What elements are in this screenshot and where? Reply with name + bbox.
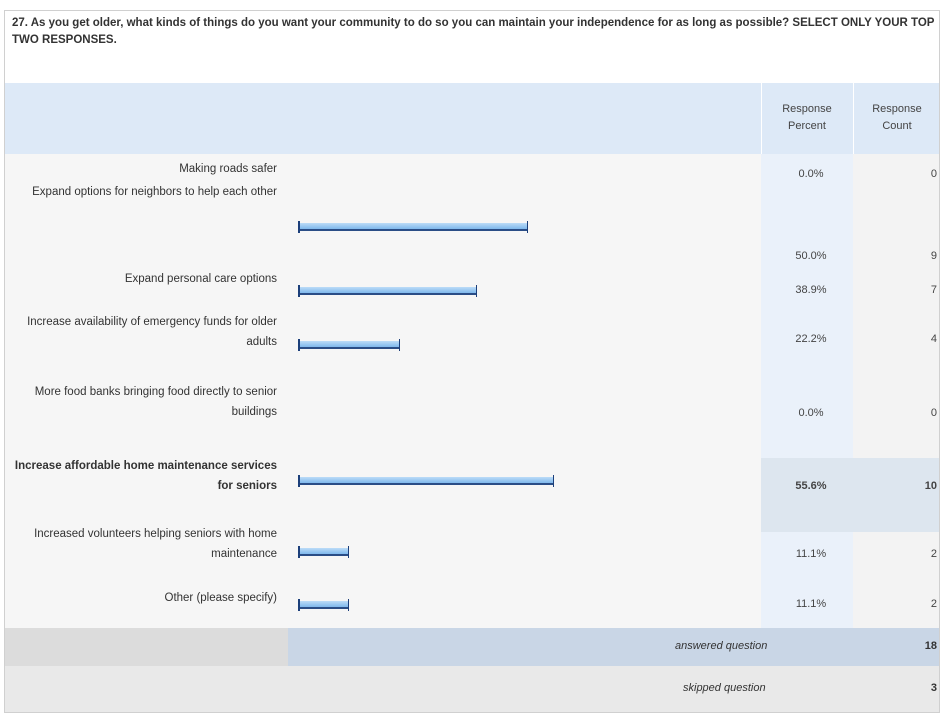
response-percent: 11.1% bbox=[795, 598, 827, 610]
response-row: Increased volunteers helping seniors wit… bbox=[5, 528, 939, 592]
response-label: Increase affordable home maintenance ser… bbox=[14, 460, 277, 492]
response-bar bbox=[298, 221, 528, 233]
response-bar bbox=[298, 475, 554, 487]
response-bar bbox=[298, 546, 349, 558]
response-percent: 50.0% bbox=[795, 250, 827, 262]
response-bar bbox=[298, 599, 349, 611]
skipped-question-row: skipped question 3 bbox=[5, 666, 939, 712]
response-percent: 38.9% bbox=[795, 284, 827, 296]
response-count: 0 bbox=[930, 407, 937, 419]
response-label: Expand personal care options bbox=[124, 273, 277, 285]
response-label: More food banks bringing food directly t… bbox=[34, 386, 277, 418]
response-count: 7 bbox=[930, 284, 937, 296]
response-row: More food banks bringing food directly t… bbox=[5, 384, 939, 458]
response-count-header: Response Count bbox=[872, 103, 922, 132]
response-count: 9 bbox=[930, 250, 937, 262]
skipped-question-count: 3 bbox=[930, 682, 937, 694]
response-count: 4 bbox=[930, 333, 937, 345]
response-percent: 55.6% bbox=[795, 480, 827, 492]
response-count: 2 bbox=[930, 598, 937, 610]
response-row: Making roads safer 0.0% 0 bbox=[5, 154, 939, 198]
response-row: Expand options for neighbors to help eac… bbox=[5, 186, 939, 271]
response-count: 0 bbox=[930, 168, 937, 180]
response-label: Increase availability of emergency funds… bbox=[27, 316, 277, 348]
response-row: Increase affordable home maintenance ser… bbox=[5, 458, 939, 532]
response-label: Expand options for neighbors to help eac… bbox=[32, 186, 277, 198]
response-percent: 22.2% bbox=[795, 333, 827, 345]
response-count: 2 bbox=[930, 548, 937, 560]
response-row: Other (please specify) 11.1% 2 bbox=[5, 592, 939, 628]
answered-question-count: 18 bbox=[924, 640, 937, 652]
answered-question-row: answered question 18 bbox=[5, 628, 939, 666]
response-label: Increased volunteers helping seniors wit… bbox=[34, 528, 277, 560]
response-row: Increase availability of emergency funds… bbox=[5, 316, 939, 384]
table-header: Response Percent Response Count bbox=[5, 83, 939, 154]
question-text: 27. As you get older, what kinds of thin… bbox=[12, 17, 935, 46]
response-label: Making roads safer bbox=[179, 163, 277, 175]
response-bar bbox=[298, 339, 400, 351]
response-row: Expand personal care options 38.9% 7 bbox=[5, 271, 939, 320]
response-percent-header: Response Percent bbox=[782, 103, 832, 132]
answered-question-label: answered question bbox=[675, 640, 768, 652]
response-label: Other (please specify) bbox=[164, 592, 278, 604]
response-percent: 0.0% bbox=[798, 168, 824, 180]
response-percent: 0.0% bbox=[798, 407, 824, 419]
response-count: 10 bbox=[924, 480, 937, 492]
response-bar bbox=[298, 285, 477, 297]
skipped-question-label: skipped question bbox=[683, 682, 766, 694]
response-percent: 11.1% bbox=[795, 548, 827, 560]
survey-question-panel: 27. As you get older, what kinds of thin… bbox=[4, 10, 940, 713]
